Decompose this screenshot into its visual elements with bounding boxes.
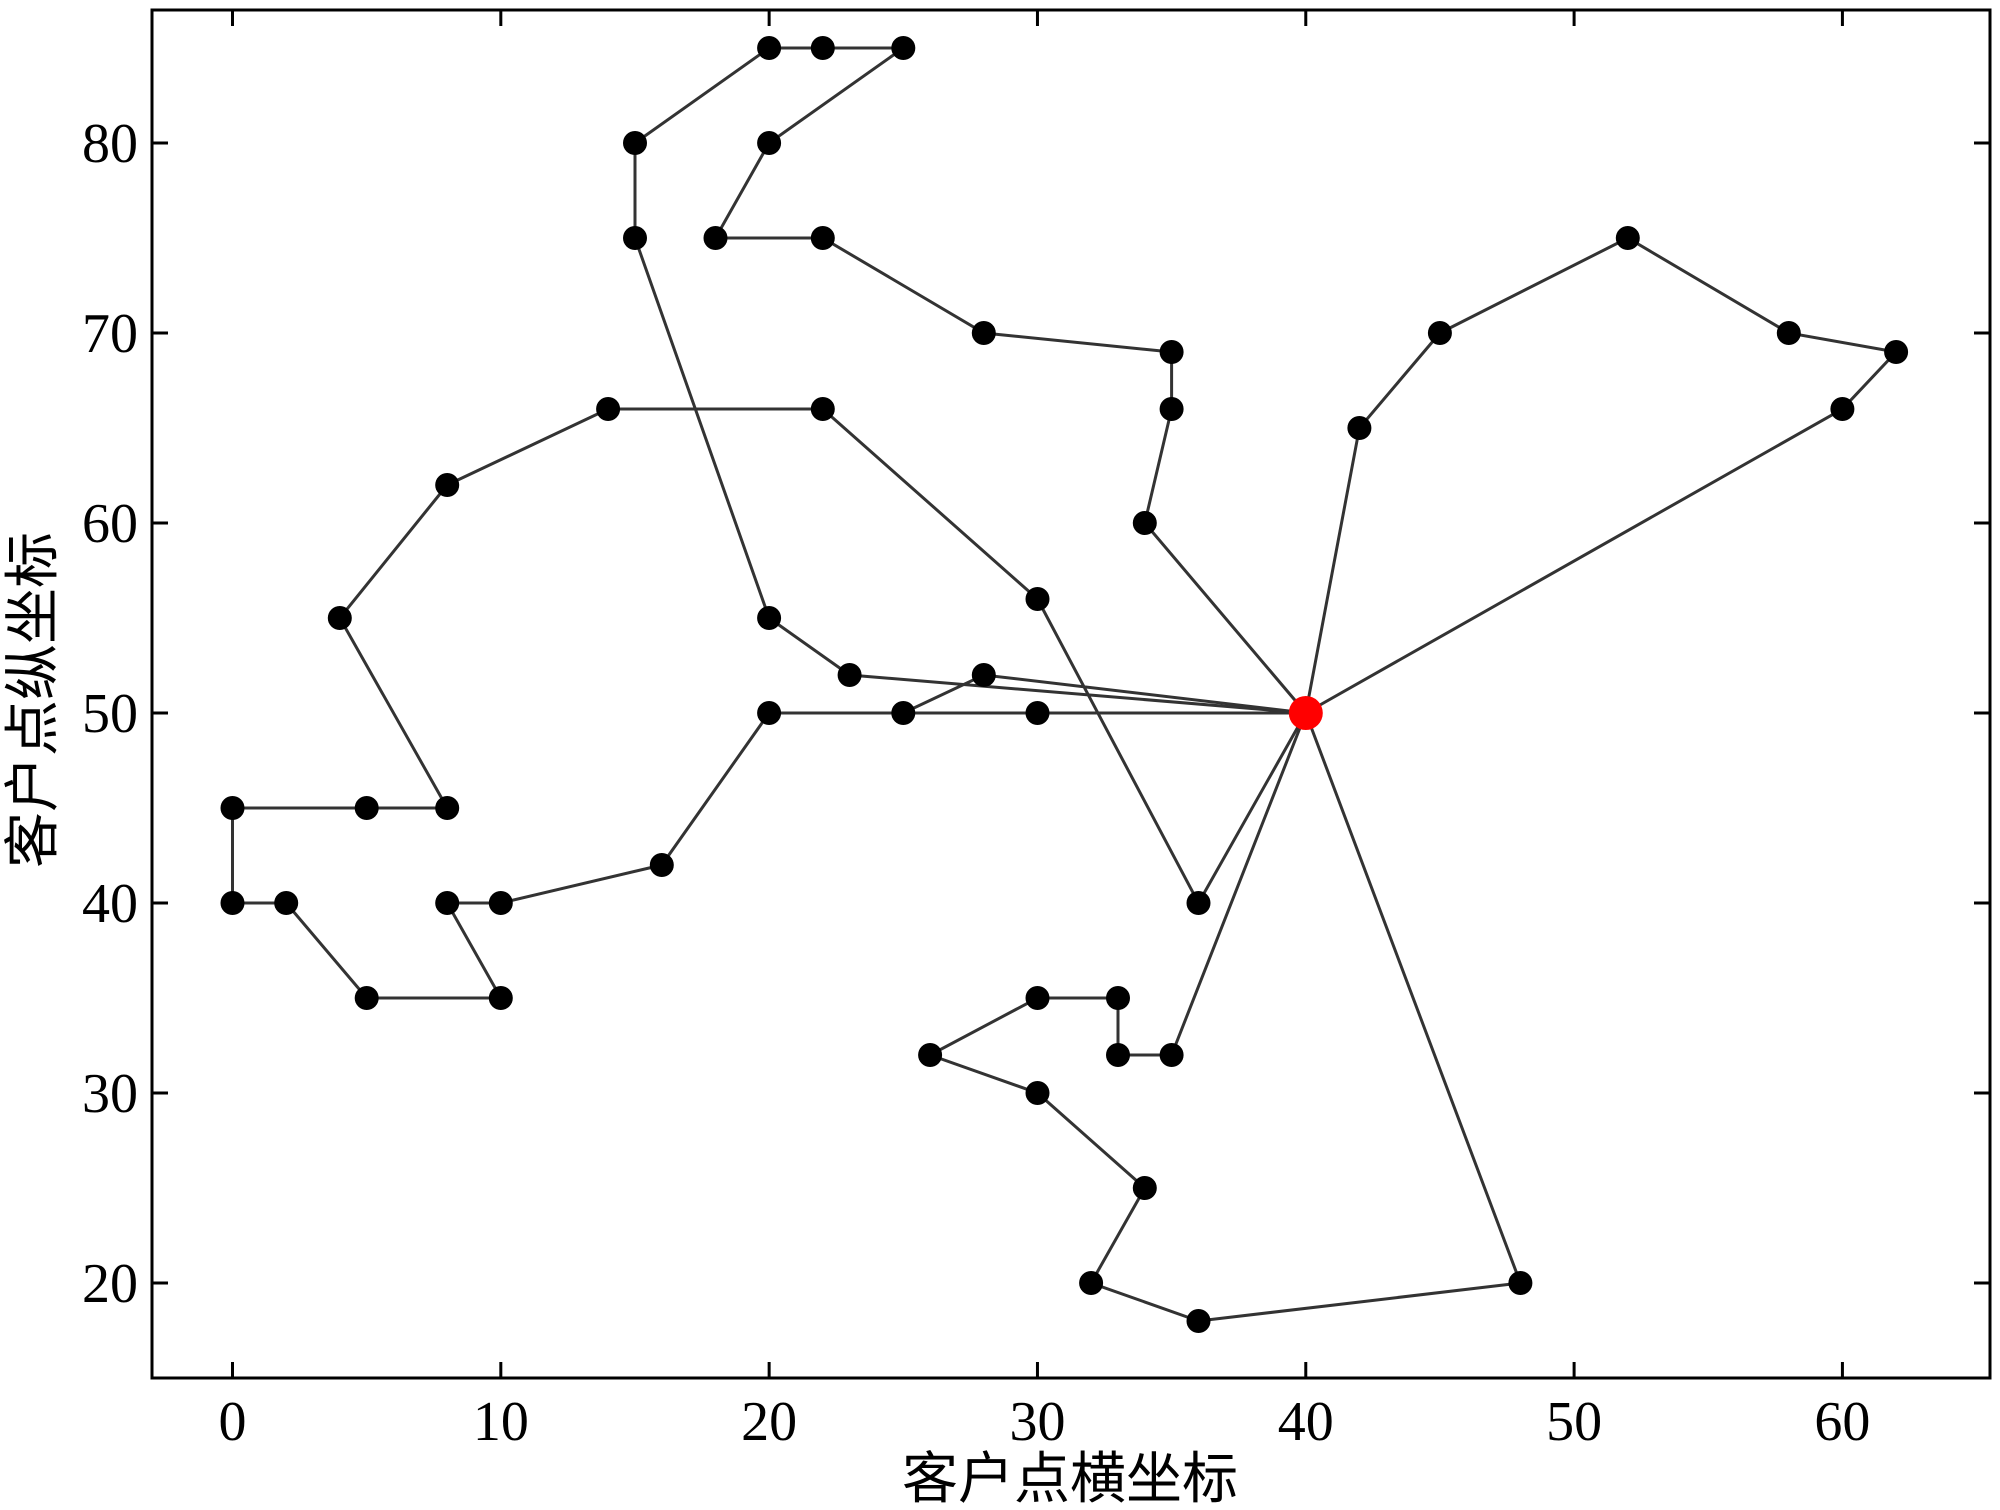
customer-point: [354, 986, 379, 1010]
customer-point: [1615, 226, 1640, 250]
x-tick-label: 40: [1278, 1391, 1334, 1453]
customer-point: [1132, 1176, 1157, 1200]
y-tick-label: 60: [82, 493, 138, 555]
x-tick-label: 50: [1546, 1391, 1602, 1453]
customer-point: [1025, 986, 1050, 1010]
ticks-layer: 0 10 20 30 40 50 60 20 30 40 50 60 70 80: [82, 10, 1990, 1453]
customer-point: [274, 891, 299, 915]
customer-point: [220, 796, 245, 820]
depot-point: [1288, 696, 1323, 730]
customer-point: [703, 226, 728, 250]
y-tick-label: 20: [82, 1253, 138, 1315]
customer-point: [596, 397, 621, 421]
y-tick-label: 70: [82, 303, 138, 365]
customer-point: [971, 321, 996, 345]
customer-point: [891, 36, 916, 60]
customer-point: [435, 796, 460, 820]
route-line-3: [633, 46, 1307, 715]
customer-point: [1025, 1081, 1050, 1105]
x-tick-label: 20: [741, 1391, 797, 1453]
x-tick-label: 0: [218, 1391, 246, 1453]
customer-point: [1025, 587, 1050, 611]
x-tick-label: 30: [1009, 1391, 1065, 1453]
customer-point: [1830, 397, 1855, 421]
customer-point: [1508, 1271, 1533, 1295]
customer-point: [327, 606, 352, 630]
x-tick-label: 10: [473, 1391, 529, 1453]
customer-point: [1427, 321, 1452, 345]
y-tick-label: 80: [82, 113, 138, 175]
customer-point: [1079, 1271, 1104, 1295]
customer-point: [488, 891, 513, 915]
customer-point: [891, 701, 916, 725]
customer-point: [488, 986, 513, 1010]
customer-point: [1186, 1309, 1211, 1333]
customer-point: [435, 891, 460, 915]
customer-point: [354, 796, 379, 820]
customer-point: [1884, 340, 1909, 364]
points-layer: [220, 36, 1909, 1333]
route-line-4: [1304, 236, 1900, 715]
y-tick-label: 50: [82, 683, 138, 745]
customer-point: [810, 397, 835, 421]
customer-point: [757, 701, 782, 725]
x-tick-label: 60: [1814, 1391, 1870, 1453]
y-axis-title: 客户点纵坐标: [1, 532, 66, 868]
customer-point: [757, 131, 782, 155]
customer-point: [623, 131, 647, 155]
plot-frame: [150, 8, 1992, 1380]
customer-point: [1776, 321, 1801, 345]
customer-point: [757, 36, 782, 60]
customer-point: [1106, 1043, 1130, 1067]
customer-point: [810, 36, 835, 60]
customer-point: [1159, 340, 1184, 364]
customer-point: [810, 226, 835, 250]
customer-point: [1186, 891, 1211, 915]
customer-point: [1159, 1043, 1184, 1067]
customer-point: [1132, 511, 1157, 535]
customer-point: [918, 1043, 943, 1067]
y-tick-label: 40: [82, 873, 138, 935]
customer-point: [757, 606, 782, 630]
customer-point: [220, 891, 245, 915]
customer-point: [971, 663, 996, 687]
customer-point: [1025, 701, 1050, 725]
customer-point: [435, 473, 460, 497]
routes-layer: [231, 46, 1900, 1323]
customer-point: [1106, 986, 1130, 1010]
customer-point: [837, 663, 862, 687]
y-tick-label: 30: [82, 1063, 138, 1125]
customer-point: [649, 853, 674, 877]
customer-point: [1347, 416, 1372, 440]
customer-point: [1159, 397, 1184, 421]
route-line-5: [926, 712, 1523, 1323]
x-axis-title: 客户点横坐标: [902, 1447, 1238, 1510]
customer-point: [623, 226, 647, 250]
